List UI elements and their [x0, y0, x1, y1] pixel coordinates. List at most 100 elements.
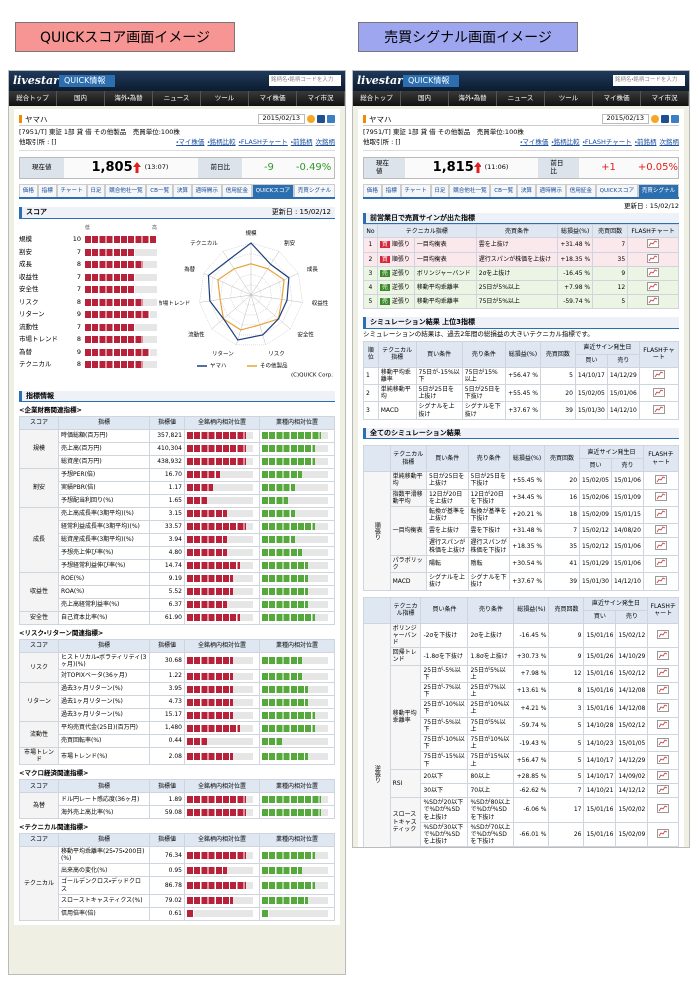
tab[interactable]: チャート [56, 183, 87, 198]
flash-chart-icon[interactable] [654, 492, 667, 502]
link[interactable]: ・FLASHチャート [582, 137, 632, 146]
tab[interactable]: 決算 [517, 183, 536, 198]
tab[interactable]: 適時開示 [191, 183, 222, 198]
flash-chart-icon[interactable] [657, 770, 670, 780]
nav-item[interactable]: 国内 [401, 91, 449, 106]
nav-item[interactable]: ツール [545, 91, 593, 106]
tab[interactable]: QUICKスコア [595, 183, 638, 198]
flash-chart-icon[interactable] [657, 828, 670, 838]
flash-chart-icon[interactable] [654, 558, 667, 568]
nav-item[interactable]: マイ市況 [297, 91, 345, 106]
top3-row: 2 単純移動平均 5日が25日を上抜け 5日が25日を下抜け +55.45 % 20 15/… [363, 383, 680, 403]
tab[interactable]: CB一覧 [490, 183, 518, 198]
service-name[interactable]: QUICK情報 [59, 75, 116, 87]
flash-chart-icon[interactable] [647, 239, 660, 249]
tab[interactable]: 売買シグナル [293, 183, 336, 198]
nav-item[interactable]: 海外・為替 [105, 91, 153, 106]
search-box[interactable]: 銘柄名・銘柄コードを入力 [269, 75, 341, 86]
flash-chart-icon[interactable] [652, 370, 665, 380]
flash-chart-icon[interactable] [657, 784, 670, 794]
flash-chart-icon[interactable] [657, 629, 670, 639]
link[interactable]: ・マイ株価 [520, 137, 549, 146]
flash-chart-icon[interactable] [657, 754, 670, 764]
flash-chart-icon[interactable] [654, 575, 667, 585]
flash-chart-icon[interactable] [657, 720, 670, 730]
list-icon[interactable] [327, 114, 335, 123]
tab[interactable]: 信用証金 [565, 183, 596, 198]
count: 9 [592, 265, 629, 282]
tab[interactable]: QUICKスコア [251, 183, 294, 198]
flash-chart-icon[interactable] [654, 541, 667, 551]
flash-chart-icon[interactable] [652, 404, 665, 414]
condition: 遅行スパンが株価を上抜け [475, 251, 559, 267]
nav-item[interactable]: ニュース [497, 91, 545, 106]
flash-chart-icon[interactable] [647, 267, 660, 277]
tab[interactable]: 価格 [363, 183, 382, 198]
tab[interactable]: 売買シグナル [637, 183, 680, 198]
search-box[interactable]: 銘柄名・銘柄コードを入力 [613, 75, 685, 86]
stock-tools: 2015/02/13 [257, 114, 335, 124]
refresh-icon[interactable] [307, 114, 315, 123]
nav-item[interactable]: ツール [201, 91, 249, 106]
logo[interactable]: livestar [13, 74, 59, 87]
flash-chart-icon[interactable] [657, 737, 670, 747]
tab[interactable]: 競合他社一覧 [105, 183, 147, 198]
tab[interactable]: 競合他社一覧 [449, 183, 491, 198]
service-name[interactable]: QUICK情報 [403, 75, 460, 87]
list-icon[interactable] [671, 114, 679, 123]
nav-item[interactable]: 国内 [57, 91, 105, 106]
tab[interactable]: 決算 [173, 183, 192, 198]
position-bar [187, 588, 234, 596]
indicator: 移動平均乖離率 [389, 664, 422, 770]
nav-item[interactable]: マイ株価 [593, 91, 641, 106]
flash-chart-icon[interactable] [654, 525, 667, 535]
flash-cell [642, 488, 680, 507]
link[interactable]: 次銘柄 [659, 137, 680, 146]
tab[interactable]: 指標 [381, 183, 401, 198]
flash-chart-icon[interactable] [647, 282, 660, 292]
star-icon[interactable] [661, 114, 669, 123]
link[interactable]: ・前銘柄 [634, 137, 657, 146]
nav-item[interactable]: マイ市況 [641, 91, 689, 106]
tab[interactable]: 信用証金 [221, 183, 252, 198]
indicator-name: 海外売上高比率(%) [58, 805, 150, 820]
simulation-row: 75日が-15%以下 75日が15%以上 +56.47 % 5 14/10/17 14/1… [364, 751, 679, 770]
tab[interactable]: 適時開示 [535, 183, 566, 198]
flash-chart-icon[interactable] [657, 804, 670, 814]
flash-chart-icon[interactable] [654, 474, 667, 484]
flash-chart-icon[interactable] [652, 387, 665, 397]
flash-chart-icon[interactable] [657, 650, 670, 660]
flash-chart-icon[interactable] [647, 296, 660, 306]
flash-chart-icon[interactable] [647, 253, 660, 263]
link[interactable]: ・マイ株価 [176, 137, 205, 146]
logo[interactable]: livestar [357, 74, 403, 87]
tab[interactable]: 価格 [19, 183, 38, 198]
nav-item[interactable]: 総合トップ [353, 91, 401, 106]
tab[interactable]: CB一覧 [146, 183, 174, 198]
nav-item[interactable]: 海外・為替 [449, 91, 497, 106]
link[interactable]: ・銘柄比較 [207, 137, 236, 146]
header-cell: 売買回数 [539, 340, 576, 368]
star-icon[interactable] [317, 114, 325, 123]
tab[interactable]: 日足 [430, 183, 450, 198]
link[interactable]: ・FLASHチャート [238, 137, 288, 146]
position-track [262, 795, 328, 803]
link[interactable]: ・銘柄比較 [551, 137, 580, 146]
flash-chart-icon[interactable] [654, 509, 667, 519]
link[interactable]: ・前銘柄 [290, 137, 313, 146]
position-cell [259, 545, 335, 560]
nav-item[interactable]: マイ株価 [249, 91, 297, 106]
score-cell: 市場トレンド [19, 747, 59, 766]
tab[interactable]: 指標 [37, 183, 57, 198]
nav-item[interactable]: 総合トップ [9, 91, 57, 106]
link[interactable]: 次銘柄 [315, 137, 336, 146]
position-cell [184, 747, 260, 766]
nav-item[interactable]: ニュース [153, 91, 201, 106]
cell: 26 [548, 821, 585, 847]
refresh-icon[interactable] [651, 114, 659, 123]
flash-chart-icon[interactable] [657, 668, 670, 678]
flash-chart-icon[interactable] [657, 685, 670, 695]
tab[interactable]: 日足 [86, 183, 106, 198]
flash-chart-icon[interactable] [657, 702, 670, 712]
tab[interactable]: チャート [400, 183, 431, 198]
